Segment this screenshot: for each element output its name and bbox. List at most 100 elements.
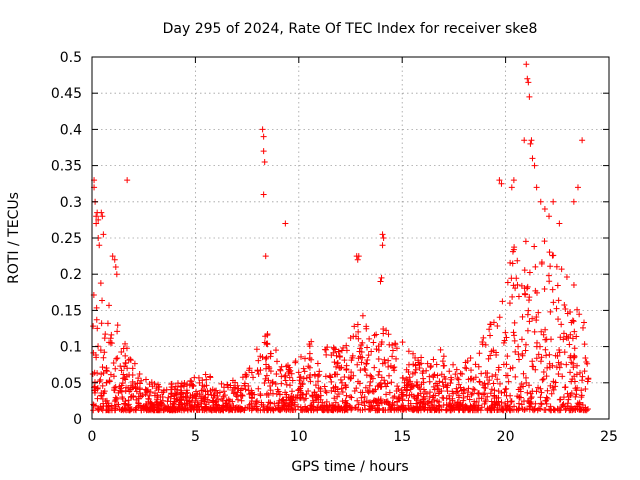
roti-point [249,389,256,396]
roti-point [472,361,479,368]
roti-point [252,400,259,407]
roti-point [486,405,493,412]
roti-point [573,333,580,340]
roti-point [482,341,489,348]
roti-point [351,388,358,395]
roti-point [533,184,540,191]
roti-point [155,384,162,391]
roti-point [187,377,194,384]
roti-point [503,334,510,341]
roti-point [179,401,186,408]
roti-point [321,383,328,390]
roti-point [395,395,402,402]
roti-point [413,395,420,402]
roti-point [93,316,100,323]
roti-point [585,375,592,382]
roti-point [454,388,461,395]
roti-point [393,345,400,352]
roti-point [546,249,553,256]
roti-point [135,375,142,382]
roti-point [333,363,340,370]
roti-point [481,400,488,407]
roti-point [455,376,462,383]
roti-point [547,263,554,270]
roti-point [437,346,444,353]
roti-point [202,371,209,378]
roti-point [339,398,346,405]
roti-point [378,374,385,381]
roti-point [550,378,557,385]
roti-point [550,386,557,393]
roti-point [390,365,397,372]
roti-point [389,347,396,354]
roti-point [370,398,377,405]
roti-point [354,397,361,404]
roti-point [571,328,578,335]
roti-point [381,356,388,363]
roti-point [305,363,312,370]
roti-point [476,350,483,357]
roti-point [332,399,339,406]
roti-point [174,386,181,393]
roti-point [132,383,139,390]
roti-point [379,360,386,367]
roti-point [422,404,429,411]
roti-point [298,353,305,360]
roti-point [418,354,425,361]
roti-point [464,358,471,365]
roti-point [198,397,205,404]
roti-point [328,378,335,385]
roti-point [304,406,311,413]
roti-point [267,407,274,414]
roti-point [550,299,557,306]
y-tick-label: 0.3 [60,195,82,211]
roti-point [529,155,536,162]
roti-point [233,393,240,400]
roti-point [181,407,188,414]
roti-point [510,246,517,253]
roti-point [238,392,245,399]
roti-point [302,355,308,362]
roti-point [541,238,548,245]
x-axis-label: GPS time / hours [291,459,408,475]
x-tick-label: 20 [497,429,515,445]
roti-point [375,343,382,350]
roti-point [255,370,262,377]
roti-point [571,373,578,380]
roti-point [570,198,577,205]
roti-point [99,213,106,220]
roti-point [183,387,190,394]
roti-point [538,389,545,396]
roti-point [527,398,534,405]
roti-point [118,382,125,389]
roti-point [504,279,511,286]
roti-point [560,330,567,337]
roti-point [239,392,246,399]
roti-point [370,339,377,346]
roti-point [574,306,581,313]
roti-point [471,386,478,393]
roti-point [127,356,134,363]
roti-point [237,387,244,394]
roti-point [568,378,575,385]
roti-point [403,406,410,413]
roti-point [189,394,196,401]
roti-point [509,260,516,267]
roti-point [525,297,532,304]
x-tick-label: 25 [600,429,618,445]
roti-point [531,243,538,250]
roti-point [347,334,354,341]
roti-point [467,405,474,412]
roti-point [572,385,579,392]
roti-point [307,407,314,414]
roti-point [315,378,322,385]
roti-point [191,402,198,409]
roti-point [334,359,341,366]
roti-point [357,345,364,352]
roti-point [207,374,214,381]
roti-point [488,348,495,355]
roti-point [319,399,326,406]
roti-point [148,379,155,386]
roti-point [499,298,506,305]
roti-point [299,381,306,388]
